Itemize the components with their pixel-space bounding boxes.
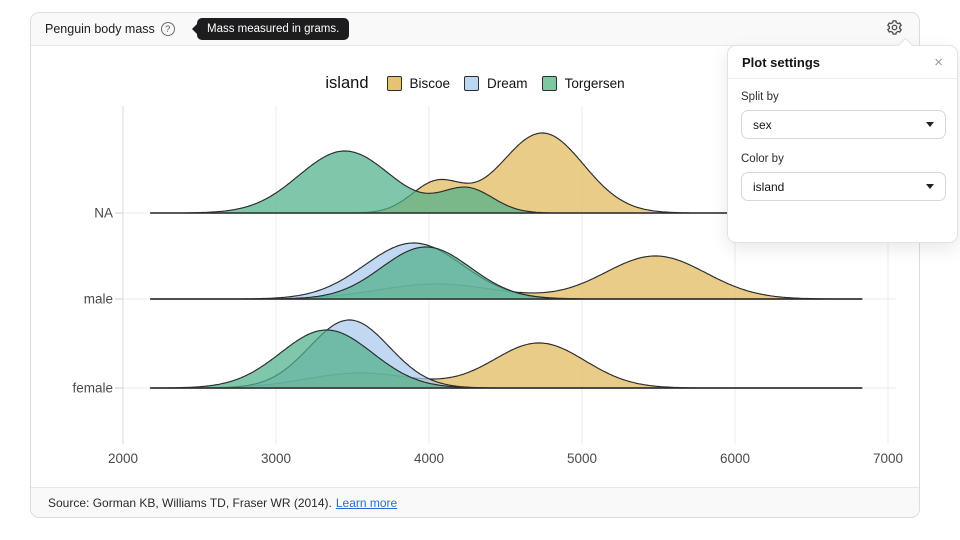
panel-body: Split by sex Color by island [728,79,957,213]
legend-swatch-dream [464,76,480,91]
legend-swatch-biscoe [386,76,402,91]
panel-title: Plot settings [742,55,821,70]
panel-header: Plot settings × [728,46,957,79]
chart-title: Penguin body mass [45,22,155,36]
split-by-label: Split by [741,91,779,103]
legend: island Biscoe Dream Torgersen [31,74,919,93]
row-label-NA: NA [94,206,113,221]
legend-title: island [325,74,369,92]
gear-icon [886,19,903,39]
card-header: Penguin body mass ? Mass measured in gra… [31,13,919,46]
help-tooltip: Mass measured in grams. [191,18,350,40]
plot-settings-panel: Plot settings × Split by sex Color by is… [727,37,958,243]
learn-more-link[interactable]: Learn more [335,495,398,510]
color-by-label: Color by [741,153,784,165]
legend-item-biscoe: Biscoe [386,76,450,91]
x-tick-label: 7000 [873,451,903,466]
ridgeline-svg: 2000 3000 4000 5000 6000 7000 NA male female [72,106,903,466]
settings-gear-button[interactable] [883,18,905,40]
help-icon[interactable]: ? [160,22,175,36]
close-icon[interactable]: × [934,54,943,71]
plot-area: 2000 3000 4000 5000 6000 7000 NA male female isl… [31,46,919,489]
source-text: Source: Gorman KB, Williams TD, Fraser W… [48,495,332,510]
legend-item-torgersen: Torgersen [541,76,625,91]
x-tick-label: 4000 [414,451,444,466]
split-by-select[interactable]: sex [741,110,946,139]
x-tick-label: 2000 [108,451,138,466]
card-footer: Source: Gorman KB, Williams TD, Fraser W… [31,487,919,517]
chevron-down-icon [926,184,934,189]
x-tick-label: 3000 [261,451,291,466]
x-tick-label: 6000 [720,451,750,466]
legend-swatch-torgersen [541,76,557,91]
x-tick-label: 5000 [567,451,597,466]
legend-item-dream: Dream [464,76,528,91]
color-by-select[interactable]: island [741,172,946,201]
density-male-Torgersen[interactable] [149,246,863,300]
row-label-female: female [72,381,113,396]
row-label-male: male [84,292,113,307]
chevron-down-icon [926,122,934,127]
